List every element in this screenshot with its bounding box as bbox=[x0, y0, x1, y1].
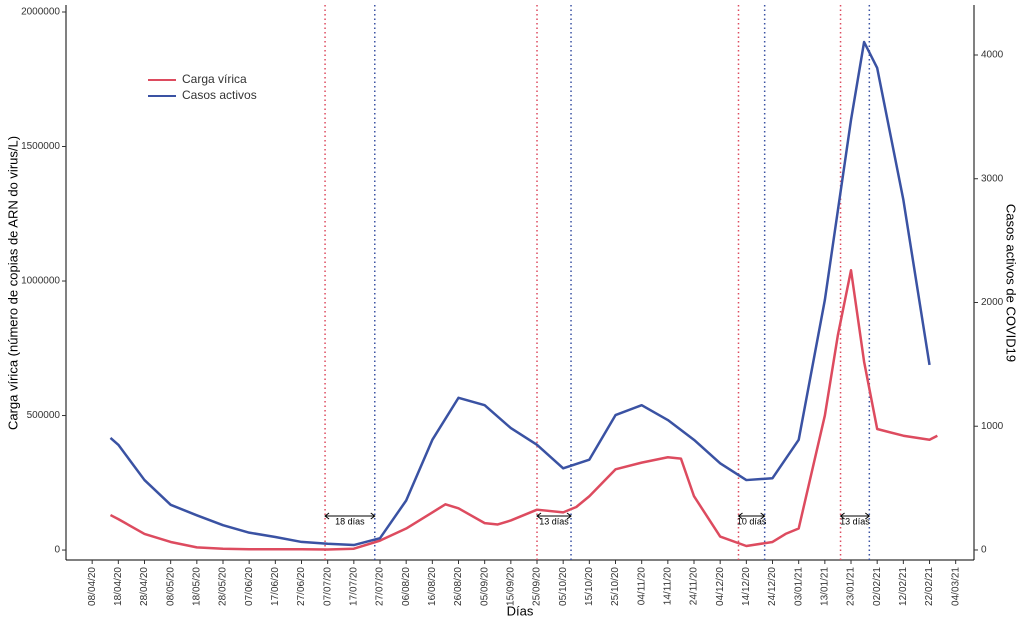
y2-tick-label: 3000 bbox=[981, 173, 1004, 184]
y2-tick-label: 1000 bbox=[981, 421, 1004, 432]
arrow-head bbox=[839, 512, 871, 520]
x-tick-label: 18/05/20 bbox=[191, 567, 202, 606]
y-tick-label: 500000 bbox=[27, 410, 61, 421]
x-tick-label: 05/10/20 bbox=[558, 567, 569, 606]
y-tick-label: 0 bbox=[54, 545, 60, 556]
series-line bbox=[109, 269, 938, 551]
x-tick-label: 14/11/20 bbox=[662, 567, 673, 606]
x-tick-label: 24/11/20 bbox=[689, 567, 700, 606]
x-tick-label: 23/01/21 bbox=[846, 567, 857, 606]
x-tick-label: 15/10/20 bbox=[584, 567, 595, 606]
x-tick-label: 17/06/20 bbox=[270, 567, 281, 606]
x-tick-label: 17/07/20 bbox=[348, 567, 359, 606]
arrow-head bbox=[737, 512, 766, 520]
x-axis-label: Días bbox=[507, 603, 534, 618]
x-tick-label: 04/12/20 bbox=[715, 567, 726, 606]
y2-tick-label: 2000 bbox=[981, 297, 1004, 308]
x-tick-label: 04/03/21 bbox=[950, 567, 961, 606]
y-tick-label: 1500000 bbox=[21, 141, 60, 152]
y-tick-label: 2000000 bbox=[21, 7, 60, 18]
x-tick-label: 24/12/20 bbox=[767, 567, 778, 606]
x-tick-label: 06/08/20 bbox=[401, 567, 412, 606]
x-tick-label: 26/08/20 bbox=[453, 567, 464, 606]
legend-label: Carga vírica bbox=[182, 72, 247, 86]
annotation: 13 días bbox=[539, 516, 569, 526]
arrow-head bbox=[324, 512, 376, 520]
y-axis-label: Carga vírica (número de copias de ARN do… bbox=[5, 136, 20, 430]
annotation: 10 días bbox=[737, 516, 767, 526]
y-tick-label: 1000000 bbox=[21, 276, 60, 287]
x-tick-label: 12/02/21 bbox=[898, 567, 909, 606]
x-tick-label: 18/04/20 bbox=[113, 567, 124, 606]
y2-axis-label: Casos activos de COVID19 bbox=[1004, 204, 1019, 362]
x-tick-label: 25/09/20 bbox=[532, 567, 543, 606]
x-tick-label: 07/07/20 bbox=[322, 567, 333, 606]
x-tick-label: 28/04/20 bbox=[139, 567, 150, 606]
annotation: 18 días bbox=[335, 516, 365, 526]
x-tick-label: 03/01/21 bbox=[793, 567, 804, 606]
x-tick-label: 13/01/21 bbox=[819, 567, 830, 606]
arrow-head bbox=[536, 512, 572, 520]
x-tick-label: 25/10/20 bbox=[610, 567, 621, 606]
x-tick-label: 27/07/20 bbox=[375, 567, 386, 606]
x-tick-label: 15/09/20 bbox=[505, 567, 516, 606]
x-tick-label: 07/06/20 bbox=[244, 567, 255, 606]
y2-tick-label: 4000 bbox=[981, 50, 1004, 61]
x-tick-label: 28/05/20 bbox=[218, 567, 229, 606]
x-tick-label: 08/05/20 bbox=[165, 567, 176, 606]
legend-label: Casos activos bbox=[182, 88, 257, 102]
x-tick-label: 05/09/20 bbox=[479, 567, 490, 606]
annotation: 13 días bbox=[840, 516, 870, 526]
x-tick-label: 27/06/20 bbox=[296, 567, 307, 606]
x-tick-label: 02/02/21 bbox=[872, 567, 883, 606]
x-tick-label: 08/04/20 bbox=[87, 567, 98, 606]
y2-tick-label: 0 bbox=[981, 545, 987, 556]
series-line bbox=[109, 40, 931, 547]
x-tick-label: 22/02/21 bbox=[924, 567, 935, 606]
x-tick-label: 16/08/20 bbox=[427, 567, 438, 606]
x-tick-label: 14/12/20 bbox=[741, 567, 752, 606]
x-tick-label: 04/11/20 bbox=[636, 567, 647, 606]
